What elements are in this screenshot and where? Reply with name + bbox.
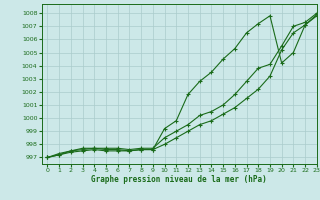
- X-axis label: Graphe pression niveau de la mer (hPa): Graphe pression niveau de la mer (hPa): [91, 175, 267, 184]
